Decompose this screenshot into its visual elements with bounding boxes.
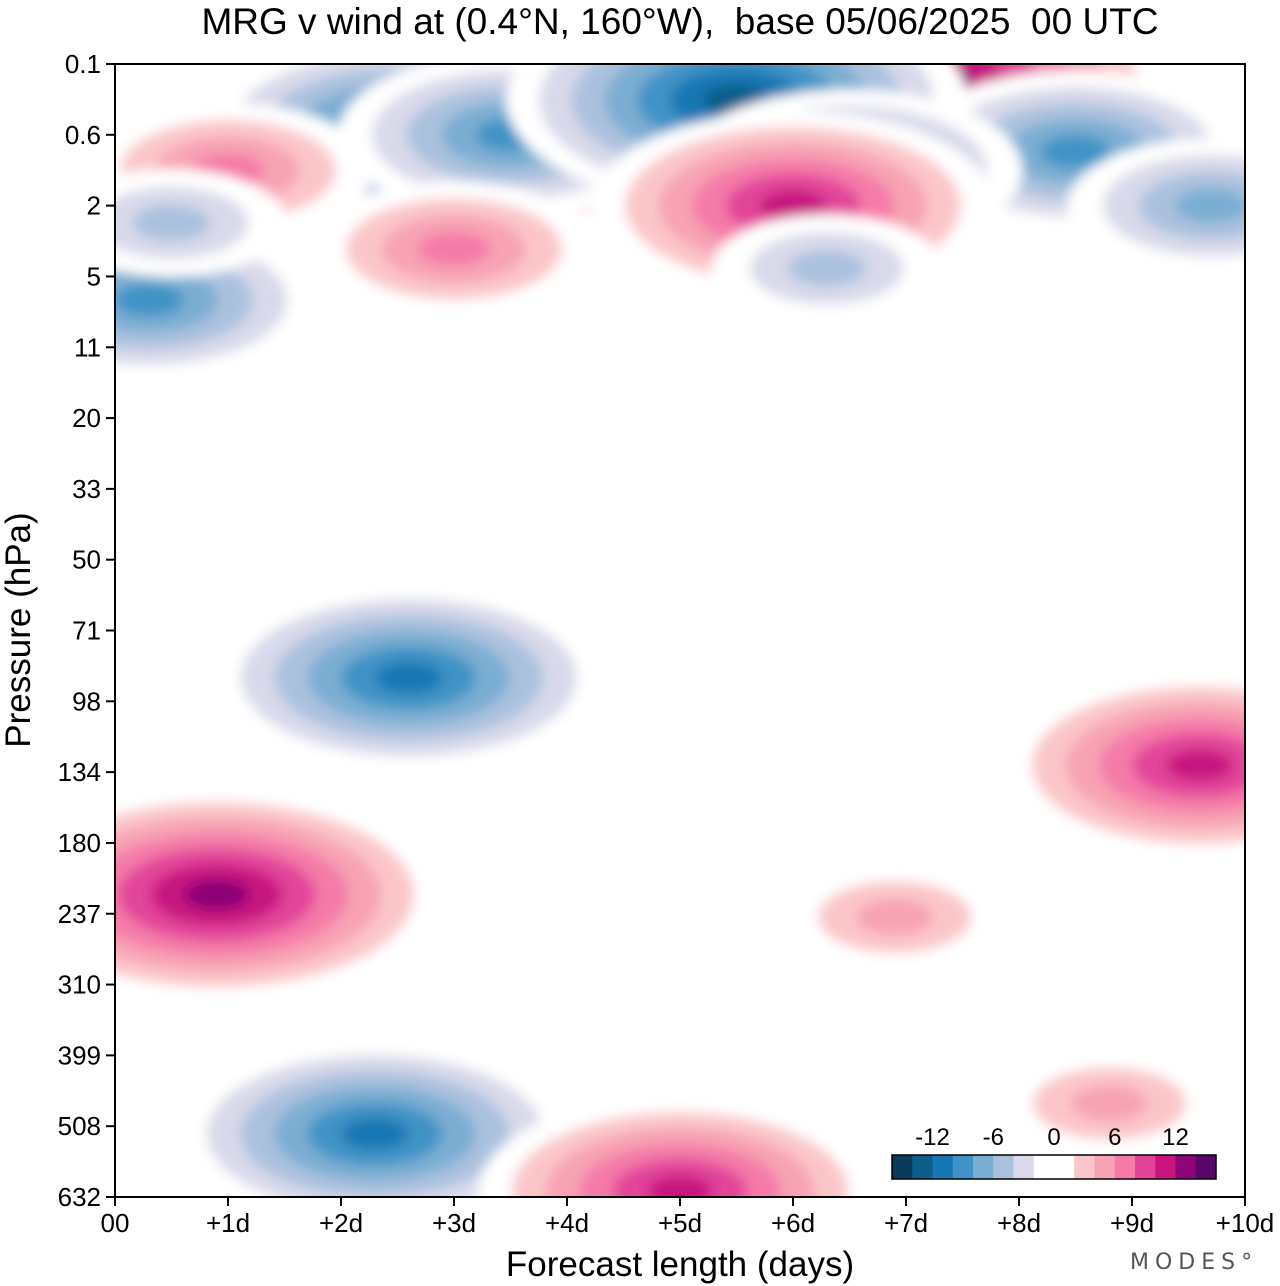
y-tick-label: 508 xyxy=(58,1111,101,1141)
x-tick-label: +3d xyxy=(432,1208,476,1238)
x-tick-label: +5d xyxy=(658,1208,702,1238)
y-tick-label: 399 xyxy=(58,1040,101,1070)
colorbar-swatch xyxy=(1195,1155,1217,1179)
contour-fill-2-6 xyxy=(341,1118,409,1150)
colorbar-swatch xyxy=(993,1155,1014,1179)
y-tick-label: 71 xyxy=(72,616,101,646)
x-tick-label: +9d xyxy=(1110,1208,1154,1238)
contour-fill-1-6 xyxy=(375,661,443,694)
colorbar-tick-label: -6 xyxy=(983,1124,1004,1151)
x-tick-label: 00 xyxy=(101,1208,130,1238)
y-tick-label: 0.6 xyxy=(65,120,101,150)
x-tick-label: +6d xyxy=(771,1208,815,1238)
colorbar-swatch xyxy=(1114,1155,1136,1179)
x-tick-label: +4d xyxy=(545,1208,589,1238)
contour-fill-19-3 xyxy=(788,250,866,287)
y-tick-label: 5 xyxy=(87,261,101,291)
contour-fill-3-6 xyxy=(646,1175,714,1197)
x-tick-label: +10d xyxy=(1216,1208,1275,1238)
colorbar: -12 -6 0 6 12 xyxy=(891,1124,1217,1180)
y-tick-label: 632 xyxy=(58,1182,101,1212)
x-tick-label: +7d xyxy=(884,1208,928,1238)
contour-fill-18-5 xyxy=(115,283,184,317)
colorbar-swatch xyxy=(1013,1155,1035,1179)
y-tick-label: 2 xyxy=(87,191,101,221)
contour-fill-5-3 xyxy=(856,899,934,936)
colorbar-tick-label: 12 xyxy=(1162,1124,1189,1151)
y-tick-label: 98 xyxy=(72,686,101,716)
contour-fill-4-6 xyxy=(1166,749,1234,782)
y-tick-label: 180 xyxy=(58,828,101,858)
x-tick-label: +8d xyxy=(997,1208,1041,1238)
chart-title-container: MRG v wind at (0.4°N, 160°W), base 05/06… xyxy=(0,0,1280,48)
y-tick-label: 237 xyxy=(58,899,101,929)
y-tick-label: 310 xyxy=(58,970,101,1000)
contour-fill-21-3 xyxy=(133,204,210,241)
y-axis-title: Pressure (hPa) xyxy=(0,512,38,747)
x-axis-title: Forecast length (days) xyxy=(506,1245,854,1284)
colorbar-swatch xyxy=(1074,1155,1095,1179)
colorbar-tick-label: 6 xyxy=(1108,1124,1121,1151)
contour-fill-14-6 xyxy=(759,189,827,222)
contour-fill-12-5 xyxy=(1040,135,1111,168)
colorbar-swatch xyxy=(1054,1155,1075,1179)
colorbar-swatch xyxy=(952,1155,974,1179)
y-tick-label: 33 xyxy=(72,474,101,504)
y-tick-label: 20 xyxy=(72,403,101,433)
colorbar-swatch xyxy=(1155,1155,1176,1179)
x-tick-label: +1d xyxy=(206,1208,250,1238)
colorbar-swatch xyxy=(1033,1155,1055,1179)
colorbar-swatch xyxy=(932,1155,954,1179)
y-tick-label: 134 xyxy=(58,757,101,787)
colorbar-swatch xyxy=(1135,1155,1156,1179)
y-tick-label: 50 xyxy=(72,545,101,575)
contour-fill-20-4 xyxy=(1175,188,1245,223)
y-axis: 0.1 0.6 2 5 11 20 33 50 71 98 134 180 237 310 399 508 63… xyxy=(58,49,115,1212)
colorbar-tick-label: 0 xyxy=(1047,1124,1060,1151)
colorbar-swatch xyxy=(892,1155,913,1179)
colorbar-tick-label: -12 xyxy=(915,1124,950,1151)
x-axis: 00 +1d +2d +3d +4d +5d +6d +7d +8d +9d +10d xyxy=(101,1197,1275,1238)
colorbar-frame xyxy=(891,1154,1217,1180)
contour-fill-15-4 xyxy=(418,231,490,266)
colorbar-swatch xyxy=(1175,1155,1197,1179)
y-tick-label: 0.1 xyxy=(65,49,101,79)
modes-logo: MODES° xyxy=(1130,1250,1259,1275)
contour-fill-0-7 xyxy=(183,879,250,911)
chart-title: MRG v wind at (0.4°N, 160°W), base 05/06… xyxy=(201,1,1159,42)
contour-fill-6-3 xyxy=(1071,1085,1148,1122)
colorbar-swatch xyxy=(1094,1155,1116,1179)
y-tick-label: 11 xyxy=(74,332,101,362)
x-tick-label: +2d xyxy=(319,1208,363,1238)
colorbar-swatch xyxy=(973,1155,994,1179)
colorbar-swatch xyxy=(912,1155,933,1179)
